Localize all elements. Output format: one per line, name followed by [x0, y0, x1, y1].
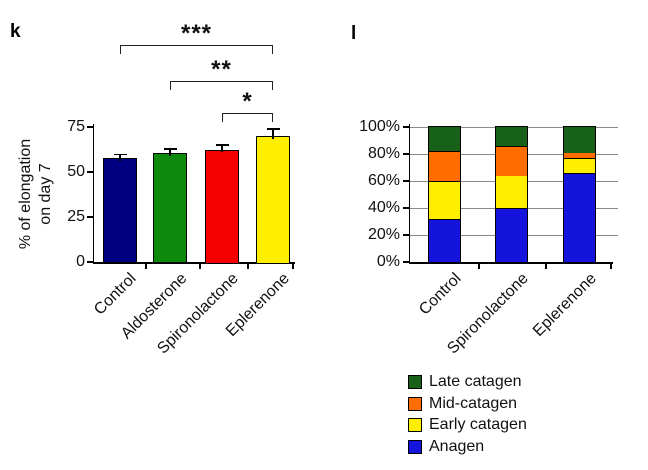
l-segment-anagen-control [428, 218, 461, 262]
l-y-tick [403, 153, 409, 155]
l-x-tick [610, 263, 612, 269]
legend-item-late-catagen: Late catagen [408, 372, 522, 392]
l-y-tick-label: 100% [359, 118, 400, 135]
legend-item-early-catagen: Early catagen [408, 415, 527, 435]
k-y-tick [87, 216, 93, 218]
legend-swatch-early-catagen [408, 418, 422, 432]
legend-item-anagen: Anagen [408, 437, 484, 457]
k-y-tick [87, 126, 93, 128]
k-x-tick [292, 263, 294, 269]
k-error-bar-stem [272, 128, 274, 139]
k-y-tick-label: 75 [67, 118, 85, 135]
k-x-label-control: Control [91, 270, 141, 319]
k-x-axis [92, 262, 295, 264]
sig-bracket-1 [120, 45, 273, 54]
l-segment-mid-catagen-control [428, 151, 461, 181]
l-y-tick [403, 261, 409, 263]
l-segment-divider [563, 172, 596, 174]
l-y-tick-label: 40% [367, 199, 400, 216]
l-segment-early-catagen-control [428, 181, 461, 219]
sig-bracket-2 [170, 81, 273, 90]
l-segment-divider [563, 151, 596, 154]
legend-label-early-catagen: Early catagen [429, 416, 527, 433]
k-bar-spironolactone [205, 149, 239, 264]
k-error-bar-cap [163, 148, 177, 150]
k-error-bar-cap [266, 128, 280, 130]
k-y-axis-title-line1: % of elongation [17, 138, 34, 250]
l-x-tick [478, 263, 480, 269]
legend-label-mid-catagen: Mid-catagen [429, 394, 518, 412]
legend-label-late-catagen: Late catagen [429, 373, 522, 390]
l-segment-divider [495, 207, 528, 209]
k-bar-aldosterone [153, 153, 187, 264]
l-y-tick [403, 234, 409, 236]
k-y-axis-title-line2: on day 7 [37, 163, 54, 225]
k-y-tick [87, 171, 93, 173]
l-segment-divider [428, 180, 461, 182]
l-y-tick [403, 126, 409, 128]
l-y-tick [403, 207, 409, 209]
legend-label-anagen: Anagen [429, 437, 485, 455]
l-segment-divider [428, 218, 461, 220]
k-y-axis [92, 124, 94, 264]
k-y-tick-label: 25 [67, 208, 85, 225]
l-y-tick [403, 180, 409, 182]
l-y-tick-label: 80% [367, 145, 400, 162]
k-y-tick-label: 50 [67, 163, 85, 180]
panel-l-letter: l [351, 23, 357, 44]
k-error-bar-cap [215, 144, 229, 146]
l-segment-divider [495, 174, 528, 177]
l-bar-outline-spironolactone [495, 126, 528, 264]
l-segment-late-catagen-eplerenone [563, 127, 596, 153]
k-error-bar-stem [221, 144, 223, 153]
l-segment-early-catagen-eplerenone [563, 158, 596, 173]
legend-swatch-late-catagen [408, 375, 422, 389]
k-error-bar-stem [119, 154, 121, 161]
l-segment-early-catagen-spironolactone [495, 175, 528, 208]
l-segment-mid-catagen-eplerenone [563, 152, 596, 159]
l-x-tick [545, 263, 547, 269]
k-y-axis-title: % of elongation on day 7 [16, 139, 56, 249]
l-segment-divider [563, 157, 596, 159]
l-y-axis [408, 124, 410, 264]
k-bar-eplerenone [256, 136, 290, 264]
k-x-tick [247, 263, 249, 269]
k-y-tick-label: 0 [76, 253, 85, 270]
l-x-label-eplerenone: Eplerenone [529, 270, 600, 340]
l-segment-anagen-eplerenone [563, 172, 596, 262]
sig-bracket-3 [222, 113, 273, 122]
legend-swatch-anagen [408, 439, 422, 454]
l-segment-late-catagen-control [428, 127, 461, 152]
k-error-bar-cap [113, 153, 127, 156]
legend-item-mid-catagen: Mid-catagen [408, 394, 517, 414]
l-bar-outline-eplerenone [563, 126, 596, 264]
k-x-tick [145, 263, 147, 269]
l-y-tick-label: 0% [376, 253, 400, 270]
l-segment-divider [428, 150, 461, 153]
k-bar-control [103, 157, 137, 264]
sig-label-2: ** [211, 56, 232, 83]
k-x-tick [199, 263, 201, 269]
l-segment-divider [495, 145, 528, 147]
sig-label-1: *** [180, 20, 213, 47]
k-error-bar-stem [169, 149, 171, 157]
legend-swatch-mid-catagen [408, 396, 422, 411]
sig-label-3: * [242, 88, 253, 115]
l-y-tick-label: 60% [367, 172, 400, 189]
l-y-tick-label: 20% [367, 226, 400, 243]
panel-k-letter: k [10, 21, 21, 42]
l-x-label-control: Control [416, 270, 465, 319]
l-segment-late-catagen-spironolactone [495, 127, 528, 146]
k-y-tick [87, 261, 93, 263]
l-segment-anagen-spironolactone [495, 208, 528, 262]
l-bar-outline-control [428, 126, 461, 264]
l-segment-mid-catagen-spironolactone [495, 145, 528, 176]
